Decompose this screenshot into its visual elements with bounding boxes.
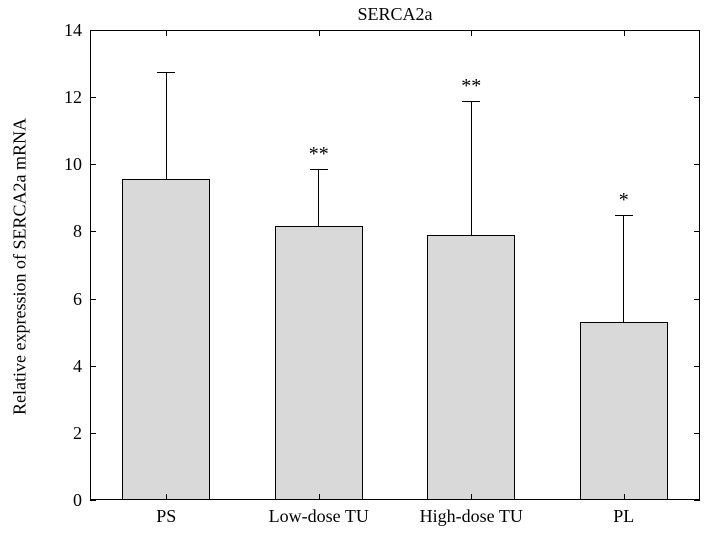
y-tick-mark (90, 30, 96, 31)
significance-marker: ** (461, 75, 481, 98)
y-tick-mark (90, 231, 96, 232)
y-tick-mark (694, 366, 700, 367)
x-tick-mark (471, 30, 472, 36)
y-tick-label: 10 (42, 154, 82, 175)
y-tick-mark (694, 164, 700, 165)
x-tick-mark (166, 494, 167, 500)
x-tick-label: PS (156, 506, 176, 527)
error-bar (166, 72, 167, 179)
x-tick-label: Low-dose TU (269, 506, 369, 527)
bar (275, 226, 363, 500)
y-tick-label: 0 (42, 490, 82, 511)
bar (122, 179, 210, 500)
x-tick-mark (624, 494, 625, 500)
y-tick-mark (694, 500, 700, 501)
y-tick-mark (694, 97, 700, 98)
y-tick-mark (694, 231, 700, 232)
x-tick-label: PL (613, 506, 634, 527)
y-axis-label: Relative expression of SERCA2a mRNA (10, 32, 31, 502)
y-tick-label: 14 (42, 20, 82, 41)
significance-marker: ** (309, 143, 329, 166)
bar (580, 322, 668, 500)
error-bar (471, 101, 472, 235)
y-tick-mark (694, 433, 700, 434)
y-tick-label: 2 (42, 423, 82, 444)
y-tick-label: 12 (42, 87, 82, 108)
y-tick-mark (90, 500, 96, 501)
y-tick-mark (694, 299, 700, 300)
y-tick-mark (90, 299, 96, 300)
y-tick-label: 8 (42, 221, 82, 242)
bar (427, 235, 515, 500)
y-tick-mark (90, 97, 96, 98)
x-tick-mark (624, 30, 625, 36)
y-tick-mark (90, 164, 96, 165)
error-bar-cap (462, 101, 480, 102)
error-bar-cap (615, 215, 633, 216)
y-tick-label: 4 (42, 356, 82, 377)
y-tick-label: 6 (42, 289, 82, 310)
x-tick-mark (319, 494, 320, 500)
chart-container: SERCA2a Relative expression of SERCA2a m… (0, 0, 724, 543)
x-tick-label: High-dose TU (420, 506, 523, 527)
y-tick-mark (90, 366, 96, 367)
y-tick-mark (694, 30, 700, 31)
x-tick-mark (166, 30, 167, 36)
error-bar-cap (310, 169, 328, 170)
error-bar-cap (157, 72, 175, 73)
error-bar (623, 215, 624, 322)
x-tick-mark (471, 494, 472, 500)
chart-title: SERCA2a (90, 4, 700, 25)
significance-marker: * (619, 189, 629, 212)
y-tick-mark (90, 433, 96, 434)
x-tick-mark (319, 30, 320, 36)
error-bar (318, 169, 319, 226)
